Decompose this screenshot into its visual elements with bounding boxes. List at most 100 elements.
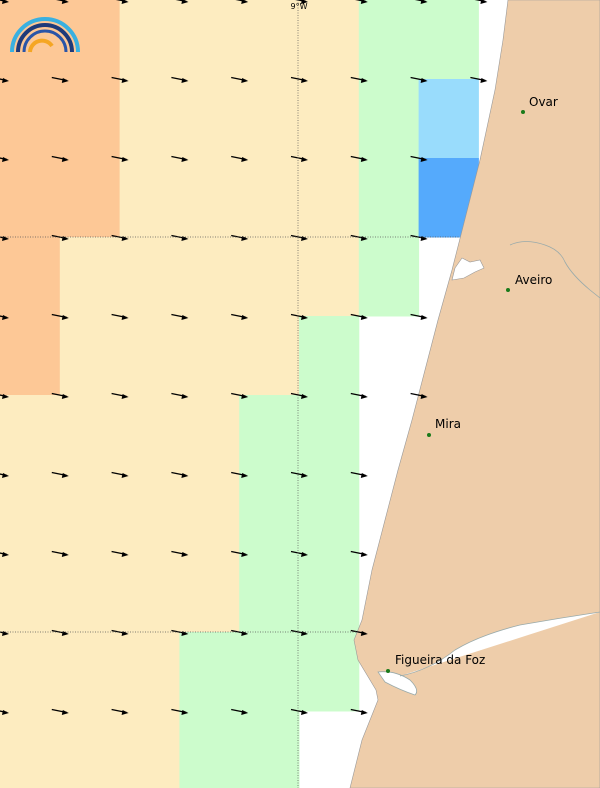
cell: [239, 553, 300, 633]
cell: [179, 395, 240, 475]
cell: [179, 474, 240, 554]
wind-arrow-head: [2, 552, 9, 557]
wind-arrow-head: [181, 473, 189, 478]
cell: [299, 395, 360, 475]
wind-arrow-head: [61, 552, 69, 557]
wind-arrow-head: [360, 315, 368, 320]
land: [349, 0, 600, 788]
wind-arrow-head: [181, 710, 189, 715]
cell: [239, 0, 300, 80]
cell: [179, 711, 240, 788]
cell: [119, 474, 180, 554]
wind-arrow-head: [2, 315, 9, 320]
wind-arrow-head: [241, 473, 249, 478]
wind-arrow-head: [241, 157, 249, 162]
wind-arrow-head: [181, 315, 189, 320]
place-label: Aveiro: [515, 273, 552, 287]
wind-arrow-head: [301, 0, 308, 4]
wind-arrow-head: [61, 78, 69, 83]
wind-arrow-head: [61, 315, 69, 320]
cell: [0, 79, 61, 159]
wind-arrow-head: [360, 710, 368, 715]
cell: [119, 632, 180, 712]
logo: [10, 17, 80, 53]
wind-arrow-head: [2, 394, 9, 399]
place-dot: [521, 110, 525, 114]
wind-arrow-head: [61, 631, 69, 636]
wind-arrow-head: [61, 0, 69, 4]
cell: [239, 711, 300, 788]
cell: [299, 0, 360, 80]
cell: [0, 316, 61, 396]
wind-arrow-head: [301, 473, 308, 478]
wind-arrow-head: [181, 157, 189, 162]
cell: [0, 711, 61, 788]
wind-arrow-head: [360, 78, 368, 83]
wind-arrow-head: [61, 157, 69, 162]
cell: [59, 711, 121, 788]
cell: [239, 237, 300, 317]
place-dot: [427, 433, 431, 437]
cell: [119, 316, 180, 396]
cell: [358, 0, 420, 80]
wind-arrow-head: [420, 236, 428, 241]
wind-arrow-head: [181, 78, 189, 83]
wind-arrow-head: [2, 631, 9, 636]
wind-arrow-head: [61, 710, 69, 715]
cell: [119, 79, 180, 159]
cell: [119, 395, 180, 475]
river: [377, 611, 600, 696]
cell: [59, 316, 121, 396]
cell: [179, 237, 240, 317]
cell: [59, 395, 121, 475]
wind-arrow-head: [121, 157, 129, 162]
wind-arrow-head: [181, 0, 189, 4]
cell: [179, 0, 240, 80]
wind-arrow-head: [301, 552, 308, 557]
cell: [358, 79, 420, 159]
wind-arrow-head: [241, 394, 249, 399]
cell: [59, 632, 121, 712]
cell: [119, 0, 180, 80]
cell: [239, 316, 300, 396]
wind-arrow-head: [121, 473, 129, 478]
cell: [179, 79, 240, 159]
cell: [358, 158, 420, 238]
cell-grid: [0, 0, 479, 788]
cell: [299, 316, 360, 396]
wind-arrow-head: [241, 710, 249, 715]
cell: [0, 632, 61, 712]
wind-arrow-head: [2, 473, 9, 478]
wind-arrow-head: [181, 552, 189, 557]
wind-arrow-head: [121, 394, 129, 399]
wind-arrow-head: [360, 631, 368, 636]
wind-arrow-head: [2, 710, 9, 715]
cell: [239, 474, 300, 554]
wind-arrow-head: [360, 473, 368, 478]
wind-arrow-head: [480, 0, 488, 4]
cell: [239, 632, 300, 712]
cell: [119, 711, 180, 788]
cell: [0, 553, 61, 633]
meridian-label: 9°W: [291, 2, 308, 11]
wind-arrow-head: [480, 78, 488, 83]
cell: [179, 158, 240, 238]
wind-arrow-head: [2, 0, 9, 4]
wind-arrow-head: [241, 315, 249, 320]
wind-arrow-head: [420, 0, 428, 4]
cell: [59, 79, 121, 159]
place-label: Mira: [435, 417, 461, 431]
wind-arrow-head: [121, 78, 129, 83]
wind-arrow-head: [241, 0, 249, 4]
cell: [0, 395, 61, 475]
wind-arrow-head: [121, 0, 129, 4]
cell: [59, 553, 121, 633]
cell: [299, 79, 360, 159]
wind-arrow-head: [420, 78, 428, 83]
wind-arrow-head: [420, 157, 428, 162]
wind-arrow-head: [61, 236, 69, 241]
wind-arrow-head: [61, 473, 69, 478]
cell: [0, 237, 61, 317]
place-label: Figueira da Foz: [395, 653, 485, 667]
wind-arrow-head: [121, 315, 129, 320]
